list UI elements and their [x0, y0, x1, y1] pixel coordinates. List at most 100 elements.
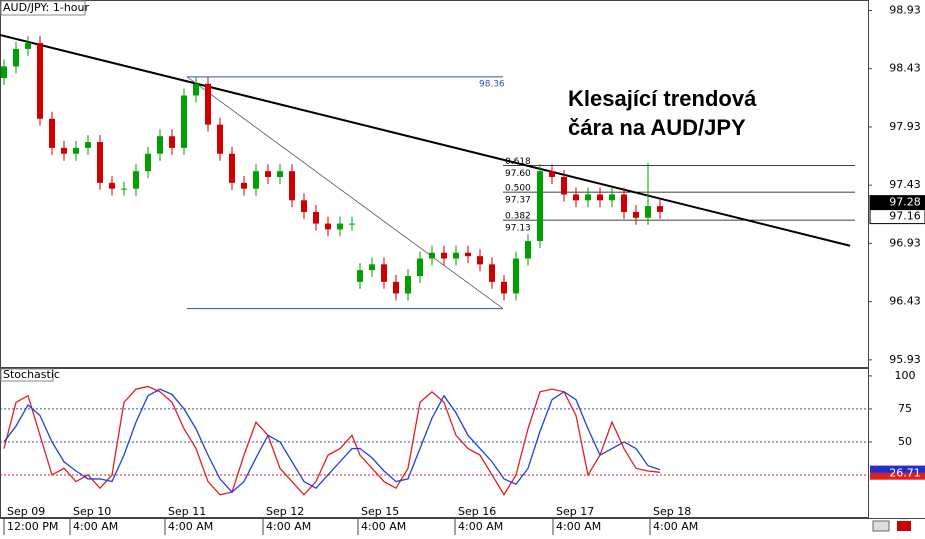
fib-diagonal: [186, 76, 504, 309]
candle-body: [217, 124, 223, 154]
candle-body: [61, 147, 67, 154]
y-tick-label: 97.93: [889, 120, 921, 133]
trendline: [0, 33, 851, 247]
x-tick-label: Sep 10: [73, 505, 111, 518]
candle-body: [13, 48, 19, 67]
y-tick-label: 75: [898, 402, 912, 415]
candle-body: [325, 223, 331, 230]
x-tick-time: 4:00 AM: [653, 520, 698, 533]
y-tick-label: 97.43: [889, 178, 921, 191]
y-tick-label: 100: [895, 369, 916, 382]
candle-body: [289, 171, 295, 201]
y-tick-label: 98.43: [889, 62, 921, 75]
stoch-pane: [0, 368, 869, 518]
candle-body: [121, 188, 127, 190]
candle-body: [621, 194, 627, 212]
stoch-title: Stochastic: [3, 368, 60, 381]
stoch-line: [3, 385, 661, 497]
annotation: čára na AUD/JPY: [568, 115, 746, 140]
candle-body: [429, 252, 435, 259]
candle-body: [265, 171, 271, 178]
candle-body: [645, 206, 651, 218]
end-icon[interactable]: [897, 521, 911, 531]
candle-body: [465, 252, 471, 257]
x-tick-label: Sep 11: [168, 505, 206, 518]
candle-body: [109, 182, 115, 189]
y-tick-label: 96.93: [889, 236, 921, 249]
fib-ratio: 0.618: [505, 157, 531, 167]
candle-body: [417, 258, 423, 276]
x-tick-label: Sep 12: [266, 505, 304, 518]
candle-body: [253, 171, 259, 189]
candle-body: [37, 43, 43, 119]
candle-body: [357, 270, 363, 282]
price-marker-label: 97.16: [889, 210, 921, 223]
candle-body: [301, 200, 307, 212]
fib-price: 97.37: [505, 196, 531, 206]
candle-body: [405, 276, 411, 294]
y-tick-label: 96.43: [889, 295, 921, 308]
candle-body: [229, 153, 235, 183]
candle-body: [1, 66, 7, 79]
candle-body: [633, 211, 639, 218]
candle-body: [241, 182, 247, 189]
candle-body: [277, 171, 283, 178]
fib-ratio: 0.382: [505, 212, 531, 222]
candle-body: [313, 211, 319, 224]
candle-body: [381, 264, 387, 282]
fib-price: 97.60: [505, 169, 531, 179]
candle-body: [573, 194, 579, 201]
price-marker: [869, 209, 925, 225]
candle-body: [337, 223, 343, 230]
fib-high-label: 98.36: [479, 79, 505, 89]
candle-body: [489, 264, 495, 282]
y-tick-label: 50: [898, 435, 912, 448]
candle-body: [549, 171, 555, 178]
fib-ratio: 0.500: [505, 184, 531, 194]
x-tick-label: Sep 09: [7, 505, 45, 518]
candle-body: [145, 153, 151, 172]
candle-body: [193, 83, 199, 96]
candle-body: [97, 142, 103, 183]
stoch-title-box: [0, 368, 54, 382]
x-tick-time: 12:00 PM: [7, 520, 58, 533]
x-tick-label: Sep 15: [361, 505, 399, 518]
title-box: [0, 0, 86, 16]
fib-price: 97.13: [505, 224, 531, 234]
x-tick-label: Sep 16: [458, 505, 496, 518]
x-tick-time: 4:00 AM: [361, 520, 406, 533]
candle-body: [205, 83, 211, 125]
candle-body: [181, 95, 187, 148]
candle-body: [133, 171, 139, 189]
candle-body: [49, 118, 55, 148]
candle-body: [501, 281, 507, 294]
x-tick-time: 4:00 AM: [458, 520, 503, 533]
candle-body: [73, 147, 79, 154]
x-tick-label: Sep 18: [653, 505, 691, 518]
candle-body: [441, 252, 447, 259]
x-tick-time: 4:00 AM: [266, 520, 311, 533]
candle-body: [657, 206, 663, 212]
candle-body: [453, 252, 459, 259]
candle-body: [609, 194, 615, 201]
price-pane: [0, 0, 869, 368]
candle-body: [585, 194, 591, 201]
candle-body: [597, 194, 603, 201]
x-tick-time: 4:00 AM: [73, 520, 118, 533]
candle-body: [525, 241, 531, 259]
candle-body: [349, 223, 355, 225]
x-tick-label: Sep 17: [556, 505, 594, 518]
candle-body: [85, 142, 91, 148]
candle-body: [169, 136, 175, 148]
x-tick-time: 4:00 AM: [168, 520, 213, 533]
candle-body: [513, 258, 519, 294]
candle-body: [537, 171, 543, 242]
chart-title: AUD/JPY: 1-hour: [3, 1, 89, 14]
scroll-icon[interactable]: [872, 520, 890, 532]
candle-body: [393, 281, 399, 294]
candle-body: [561, 177, 567, 195]
stoch-line: [3, 388, 661, 494]
price-marker-label: 97.28: [889, 196, 921, 209]
